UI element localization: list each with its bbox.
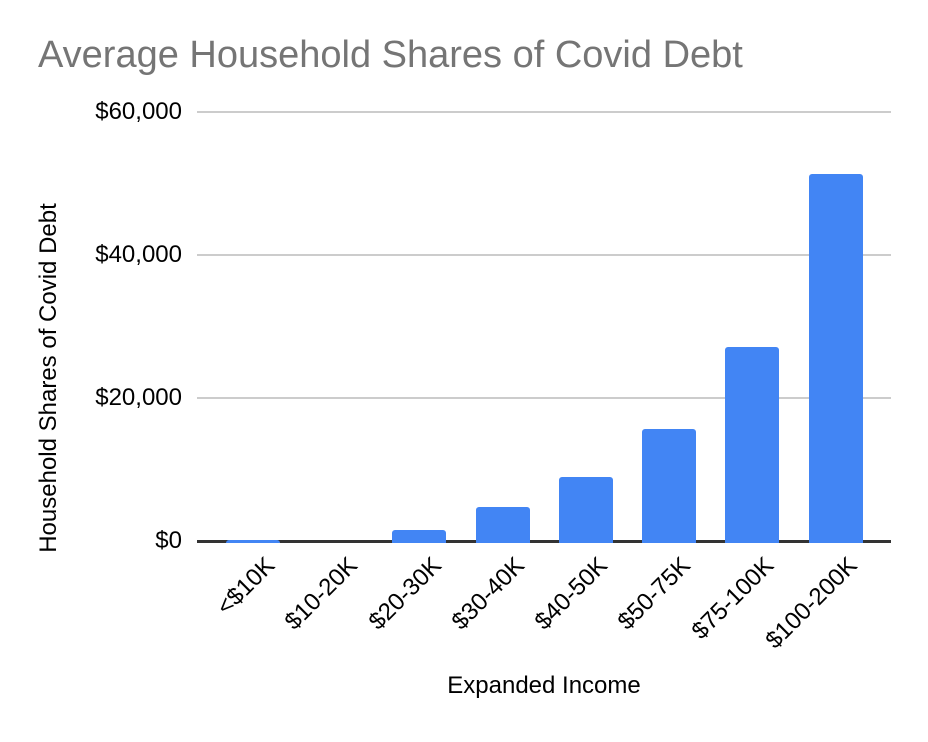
y-tick-label: $20,000: [95, 384, 182, 411]
gridline: [197, 111, 891, 113]
x-axis-tick-labels: <$10K $10-20K $20-30K $30-40K $40-50K $50-75K…: [197, 552, 891, 662]
chart-title: Average Household Shares of Covid Debt: [38, 34, 743, 76]
gridline: [197, 254, 891, 256]
x-tick-label: $50-75K: [612, 552, 697, 636]
chart-bar: [808, 174, 863, 543]
chart-bar: [475, 506, 530, 543]
x-tick-label: $10-20K: [279, 552, 364, 636]
y-tick-label: $60,000: [95, 98, 182, 125]
x-axis-line: [197, 540, 891, 543]
chart-bar: [225, 539, 280, 543]
gridline: [197, 397, 891, 399]
chart-bar: [725, 347, 780, 543]
x-tick-label: <$10K: [211, 552, 280, 621]
plot-area: [197, 111, 891, 543]
y-tick-label: $40,000: [95, 241, 182, 268]
y-tick-label: $0: [155, 527, 182, 554]
x-axis-title: Expanded Income: [447, 672, 641, 699]
y-axis-tick-labels: $0 $20,000 $40,000 $60,000: [0, 0, 182, 742]
chart-bar: [558, 477, 613, 543]
x-tick-label: $30-40K: [446, 552, 530, 636]
chart-bar: [392, 530, 447, 543]
chart-bar: [642, 429, 697, 543]
x-tick-label: $40-50K: [529, 552, 613, 636]
x-tick-label: $20-30K: [363, 552, 447, 636]
